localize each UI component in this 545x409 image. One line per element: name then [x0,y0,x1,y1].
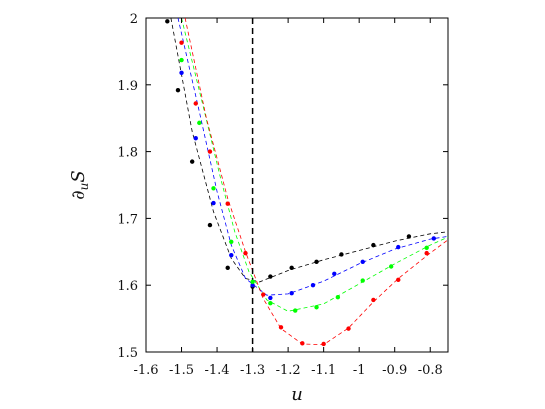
y-tick-label: 2 [130,12,138,27]
data-point [250,283,255,288]
data-point [211,186,216,191]
y-tick-label: 1.5 [117,346,138,361]
data-point [360,278,365,283]
data-points [165,19,436,347]
x-axis-label: u [291,384,303,405]
x-tick-label: -0.9 [382,363,407,378]
y-axis: 1.5 1.6 1.7 1.8 1.9 2 [117,12,448,361]
data-point [278,325,284,330]
data-point [197,120,202,126]
data-point [289,265,294,271]
data-point [388,264,394,269]
x-tick-label: -1.2 [276,363,301,378]
data-point [225,265,230,271]
data-point [175,87,181,93]
series-curve [184,18,448,346]
data-point [346,326,351,331]
x-tick-label: -1.1 [311,363,336,378]
data-point [360,259,365,265]
data-point [268,295,273,301]
data-point [424,250,429,256]
data-point [179,57,184,63]
data-point [431,236,436,241]
data-point [165,19,170,24]
series-curve [177,18,448,296]
plot-frame [145,17,449,353]
data-point [225,201,230,206]
data-point [314,259,319,265]
data-point [289,291,294,296]
data-point [424,245,429,250]
data-point [179,40,184,45]
data-point [261,292,266,297]
y-tick-label: 1.6 [117,279,138,294]
x-tick-label: -0.8 [418,363,443,378]
data-point [314,305,319,310]
data-point [193,136,198,141]
data-point [229,252,234,258]
series-curve [170,18,448,283]
data-point [371,242,376,248]
x-axis: -1.6 -1.5 -1.4 -1.3 -1.2 -1.1 -1 -0.9 -0.8 [133,18,443,378]
data-point [371,297,376,303]
data-point [189,159,195,164]
data-point [179,70,184,75]
x-tick-label: -1.3 [240,363,265,378]
data-point [396,277,401,283]
data-point [229,239,234,244]
data-point [335,295,341,300]
data-point [339,252,344,257]
y-tick-label: 1.9 [117,79,138,94]
x-tick-label: -1.6 [133,363,158,378]
data-point [268,301,273,306]
y-tick-label: 1.8 [117,146,138,161]
y-tick-label: 1.7 [117,212,138,227]
fit-curves [170,18,448,346]
data-point [310,283,316,288]
y-axis-label: ∂uS [68,170,91,199]
x-tick-label: -1.4 [205,363,230,378]
data-point [207,222,213,228]
series-curve [181,18,448,312]
data-point [250,279,255,285]
data-point [396,244,401,250]
data-point [268,274,273,279]
data-point [207,149,213,154]
data-point [300,341,305,346]
data-point [293,308,298,313]
data-point [332,271,337,277]
x-tick-label: -1.5 [169,363,194,378]
data-point [193,101,198,106]
x-tick-label: -1 [353,363,366,378]
data-point [321,341,326,347]
data-point [211,200,216,206]
data-point [406,234,412,239]
data-point [243,250,248,256]
